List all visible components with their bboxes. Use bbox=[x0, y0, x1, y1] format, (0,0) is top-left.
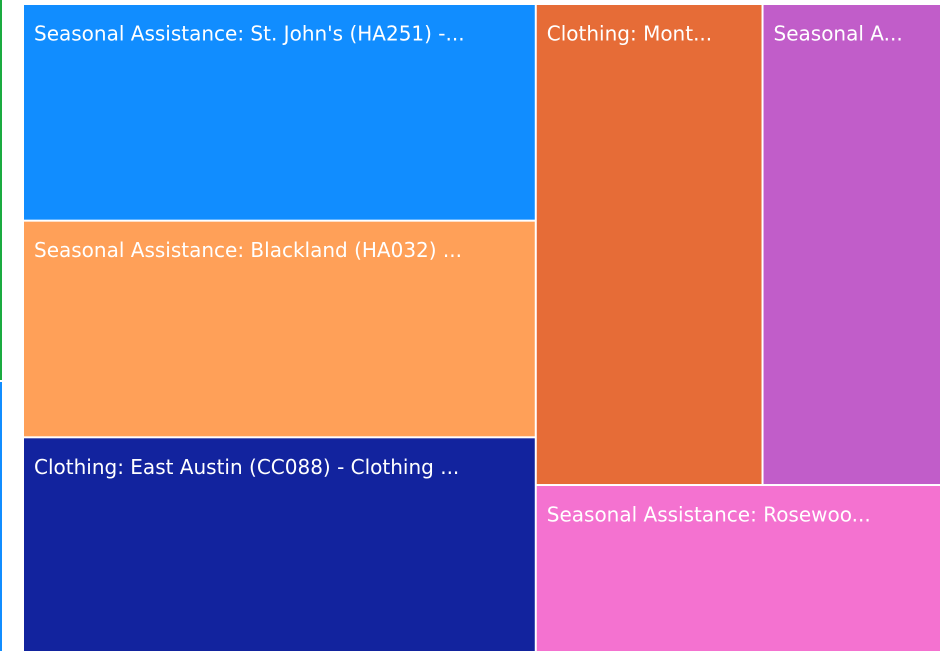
tile-label: Clothing: East Austin (CC088) - Clothing… bbox=[34, 455, 459, 479]
treemap-tile bbox=[536, 5, 762, 485]
treemap-tile bbox=[24, 438, 535, 651]
tile-label: Seasonal A... bbox=[774, 22, 903, 46]
treemap-tile bbox=[24, 5, 535, 220]
treemap-tile bbox=[536, 486, 940, 651]
treemap-tile bbox=[763, 5, 940, 485]
treemap-tile bbox=[24, 221, 535, 437]
tile-label: Seasonal Assistance: St. John's (HA251) … bbox=[34, 22, 465, 46]
tile-label: Clothing: Mont... bbox=[547, 22, 712, 46]
tile-label: Seasonal Assistance: Blackland (HA032) .… bbox=[34, 238, 462, 262]
tile-label: Seasonal Assistance: Rosewoo... bbox=[547, 503, 871, 527]
